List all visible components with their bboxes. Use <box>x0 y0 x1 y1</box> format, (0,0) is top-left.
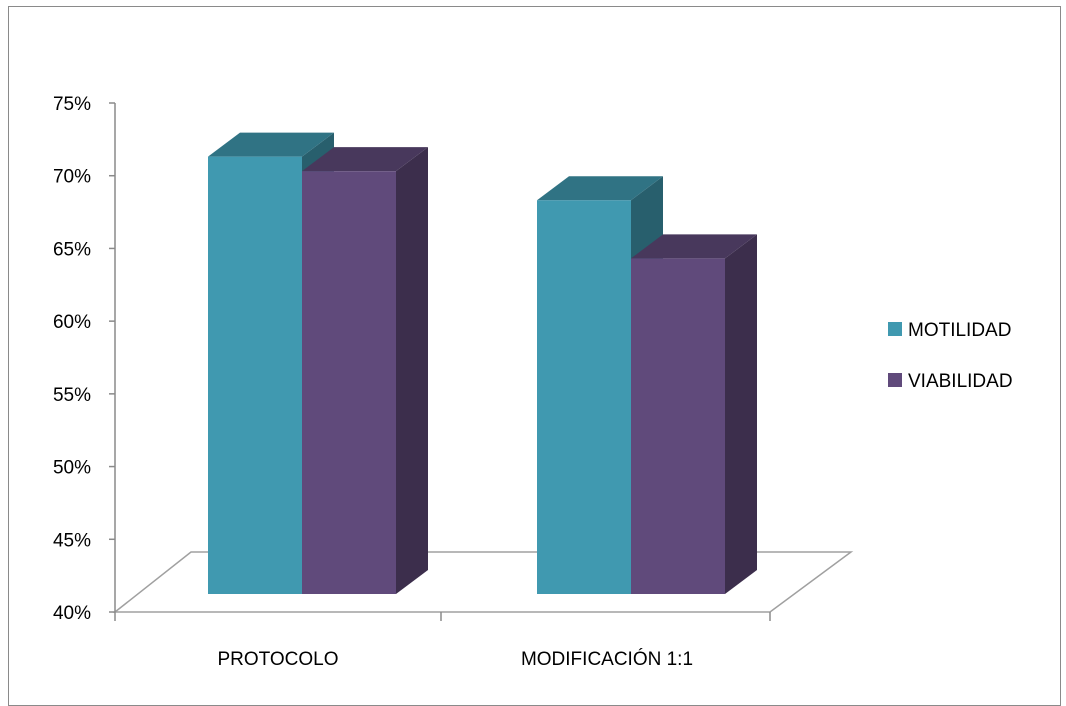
legend: MOTILIDAD VIABILIDAD <box>888 320 1013 392</box>
legend-item: VIABILIDAD <box>888 371 1013 392</box>
y-tick-label: 40% <box>53 603 91 624</box>
legend-label: VIABILIDAD <box>908 371 1013 392</box>
y-tick-label: 60% <box>53 312 91 333</box>
y-axis: 40% 45% 50% 55% 60% 65% 70% 75% <box>53 94 116 624</box>
bar-top-face <box>631 234 757 259</box>
bar-top-face <box>302 147 428 172</box>
legend-label: MOTILIDAD <box>908 320 1011 341</box>
bar-side-face <box>396 147 428 594</box>
bar <box>302 147 428 594</box>
legend-item: MOTILIDAD <box>888 320 1011 341</box>
y-tick-label: 75% <box>53 94 91 115</box>
bar-top-face <box>537 176 663 201</box>
y-tick-label: 55% <box>53 385 91 406</box>
x-category-label: MODIFICACIÓN 1:1 <box>521 648 693 670</box>
y-tick-label: 65% <box>53 239 91 260</box>
bar-front-face <box>302 171 396 594</box>
legend-swatch <box>888 373 902 387</box>
x-category-label: PROTOCOLO <box>217 649 338 670</box>
bar-front-face <box>631 258 725 594</box>
bar-top-face <box>208 132 334 157</box>
bar <box>631 234 757 594</box>
x-axis: PROTOCOLO MODIFICACIÓN 1:1 <box>114 612 771 670</box>
y-tick-label: 45% <box>53 530 91 551</box>
y-tick-label: 50% <box>53 458 91 479</box>
floor-plane <box>112 551 854 613</box>
bars <box>208 132 757 594</box>
chart-floor <box>112 551 854 613</box>
legend-swatch <box>888 322 902 336</box>
bar-side-face <box>725 234 757 594</box>
y-tick-label: 70% <box>53 167 91 188</box>
chart-frame <box>8 6 1061 706</box>
bar-front-face <box>537 200 631 594</box>
bar-front-face <box>208 156 302 594</box>
